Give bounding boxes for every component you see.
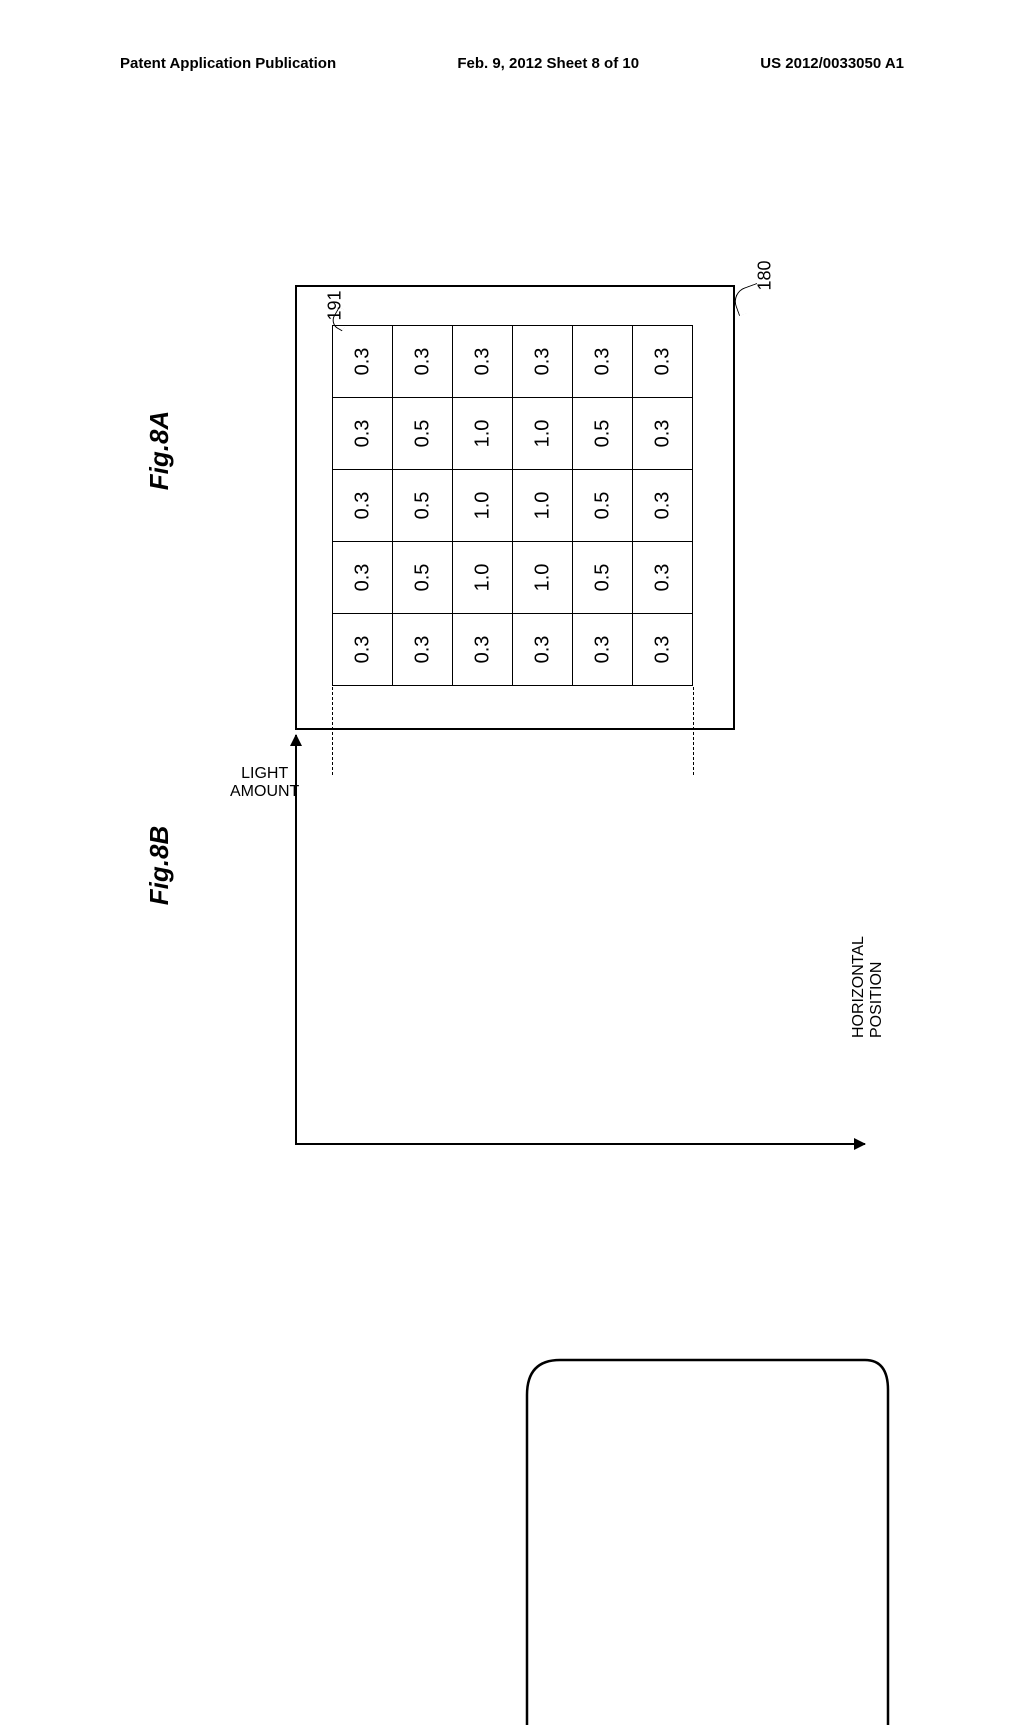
grid-cell: 0.3: [393, 614, 453, 686]
grid-cell: 0.3: [513, 326, 573, 398]
grid-cell: 0.5: [573, 470, 633, 542]
figure-b-label: Fig.8B: [144, 826, 175, 905]
grid-cell: 0.3: [453, 614, 513, 686]
grid-cell: 1.0: [453, 398, 513, 470]
grid-cell: 1.0: [513, 470, 573, 542]
grid-cell: 0.3: [333, 542, 393, 614]
grid-cell: 0.3: [633, 614, 693, 686]
table-row: 0.3 0.5 1.0 1.0 0.5 0.3: [333, 470, 693, 542]
x-axis: [295, 1143, 865, 1145]
table-row: 0.3 0.5 1.0 1.0 0.5 0.3: [333, 398, 693, 470]
header-left: Patent Application Publication: [120, 55, 336, 72]
grid-cell: 0.3: [513, 614, 573, 686]
curve-path: [527, 1360, 888, 1725]
grid-cell: 0.5: [393, 542, 453, 614]
table-row: 0.3 0.3 0.3 0.3 0.3 0.3: [333, 326, 693, 398]
grid-cell: 1.0: [513, 542, 573, 614]
grid-cell: 0.3: [633, 398, 693, 470]
y-axis: [295, 735, 297, 1145]
light-curve: [490, 1325, 1024, 1730]
table-row: 0.3 0.3 0.3 0.3 0.3 0.3: [333, 614, 693, 686]
header-center: Feb. 9, 2012 Sheet 8 of 10: [457, 55, 639, 72]
grid-cell: 0.3: [573, 326, 633, 398]
grid-cell: 0.3: [333, 326, 393, 398]
grid-cell: 1.0: [453, 470, 513, 542]
grid-cell: 0.3: [333, 614, 393, 686]
table-row: 0.3 0.5 1.0 1.0 0.5 0.3: [333, 542, 693, 614]
grid-cell: 0.3: [633, 470, 693, 542]
grid-cell: 0.3: [633, 542, 693, 614]
content-area: Fig.8A Fig.8B 180 191 0.3 0.3 0.3 0.3 0.…: [100, 150, 924, 1170]
grid-cell: 0.5: [573, 398, 633, 470]
grid-cell: 0.3: [633, 326, 693, 398]
grid-cell: 1.0: [513, 398, 573, 470]
grid-cell: 1.0: [453, 542, 513, 614]
grid-cell: 0.3: [333, 398, 393, 470]
grid-cell: 0.5: [573, 542, 633, 614]
grid-cell: 0.5: [393, 470, 453, 542]
y-axis-label: LIGHT AMOUNT: [230, 765, 299, 801]
header-right: US 2012/0033050 A1: [760, 55, 904, 72]
grid-cell: 0.3: [453, 326, 513, 398]
x-axis-arrow-icon: [854, 1138, 866, 1150]
grid-cell: 0.3: [333, 470, 393, 542]
chart-area: [295, 735, 865, 1145]
grid-cell: 0.3: [573, 614, 633, 686]
y-axis-arrow-icon: [290, 734, 302, 746]
grid-cell: 0.5: [393, 398, 453, 470]
grid-cell: 0.3: [393, 326, 453, 398]
figure-a-label: Fig.8A: [144, 411, 175, 490]
data-grid-191: 0.3 0.3 0.3 0.3 0.3 0.3 0.3 0.5 1.0 1.0 …: [332, 325, 693, 686]
